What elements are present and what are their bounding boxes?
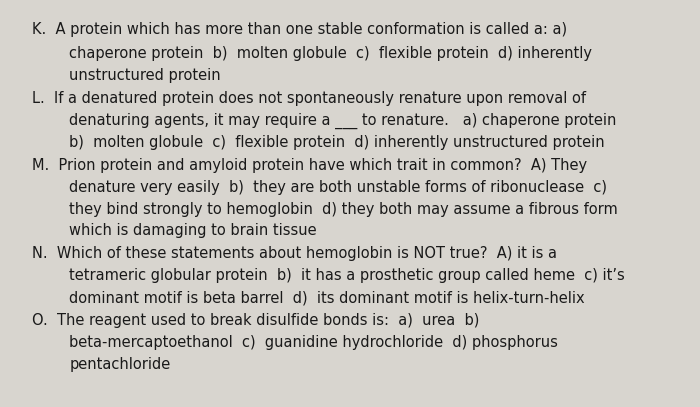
Text: L.  If a denatured protein does not spontaneously renature upon removal of: L. If a denatured protein does not spont… xyxy=(32,91,586,106)
Text: chaperone protein  b)  molten globule  c)  flexible protein  d) inherently: chaperone protein b) molten globule c) f… xyxy=(69,46,592,61)
Text: denaturing agents, it may require a ___ to renature.   a) chaperone protein: denaturing agents, it may require a ___ … xyxy=(69,113,617,129)
Text: N.  Which of these statements about hemoglobin is NOT true?  A) it is a: N. Which of these statements about hemog… xyxy=(32,246,557,261)
Text: tetrameric globular protein  b)  it has a prosthetic group called heme  c) it’s: tetrameric globular protein b) it has a … xyxy=(69,268,625,283)
Text: K.  A protein which has more than one stable conformation is called a: a): K. A protein which has more than one sta… xyxy=(32,22,567,37)
Text: b)  molten globule  c)  flexible protein  d) inherently unstructured protein: b) molten globule c) flexible protein d)… xyxy=(69,135,605,150)
Text: beta-mercaptoethanol  c)  guanidine hydrochloride  d) phosphorus: beta-mercaptoethanol c) guanidine hydroc… xyxy=(69,335,559,350)
Text: denature very easily  b)  they are both unstable forms of ribonuclease  c): denature very easily b) they are both un… xyxy=(69,179,608,195)
Text: unstructured protein: unstructured protein xyxy=(69,68,221,83)
Text: they bind strongly to hemoglobin  d) they both may assume a fibrous form: they bind strongly to hemoglobin d) they… xyxy=(69,201,618,217)
Text: dominant motif is beta barrel  d)  its dominant motif is helix-turn-helix: dominant motif is beta barrel d) its dom… xyxy=(69,290,585,305)
Text: which is damaging to brain tissue: which is damaging to brain tissue xyxy=(69,223,317,239)
Text: O.  The reagent used to break disulfide bonds is:  a)  urea  b): O. The reagent used to break disulfide b… xyxy=(32,313,480,328)
Text: M.  Prion protein and amyloid protein have which trait in common?  A) They: M. Prion protein and amyloid protein hav… xyxy=(32,158,587,173)
Text: pentachloride: pentachloride xyxy=(69,357,171,372)
